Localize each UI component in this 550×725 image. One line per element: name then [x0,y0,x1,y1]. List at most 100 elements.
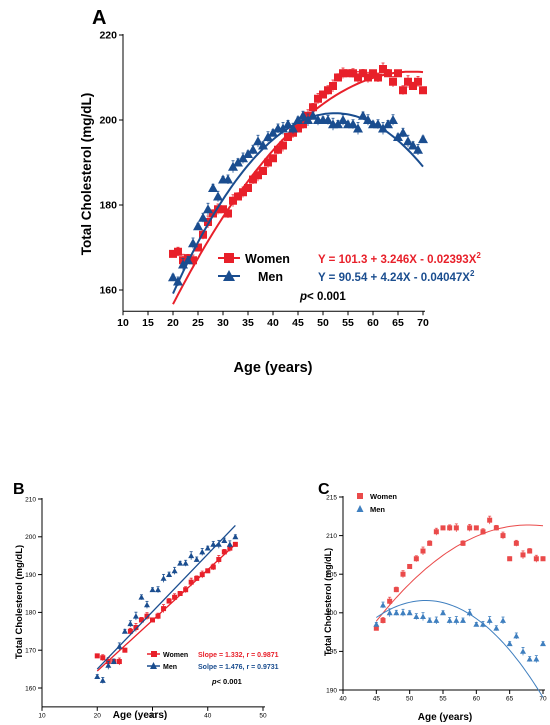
data-point-women [344,69,352,78]
data-point-women [399,86,407,95]
data-point-women [527,548,533,554]
data-point-men [446,617,453,623]
data-point-women [214,205,222,214]
data-point-men [400,609,406,616]
y-tick-label: 210 [326,533,337,540]
legend-marker-women-c [357,493,363,499]
y-tick-label: 170 [25,647,36,654]
data-point-men [278,123,288,133]
data-point-women [299,120,307,129]
data-point-women [324,86,332,95]
data-point-women [473,525,479,531]
data-point-men [426,617,433,623]
y-tick-label: 160 [99,285,117,297]
x-tick-label: 60 [473,696,481,703]
legend-label-women-c: Women [370,492,397,501]
y-tick-label: 200 [326,610,337,617]
data-point-women [94,653,100,659]
y-tick-label: 200 [99,115,117,127]
equation-men: Y = 90.54 + 4.24X - 0.04047X2 [318,269,475,284]
data-point-women [116,659,122,665]
x-tick-label: 70 [417,317,429,329]
data-point-women [144,613,150,619]
data-point-men [105,662,112,668]
x-tick-label: 40 [339,696,347,703]
data-point-men [406,609,413,616]
data-point-women [232,541,238,547]
data-point-men [138,594,145,600]
data-point-women [373,625,379,631]
y-axis-title-c: Total Cholesterol (mg/dL) [323,548,333,656]
data-point-men [166,571,173,577]
data-point-women [309,103,317,112]
data-point-men [373,119,383,129]
data-point-women [177,591,183,596]
data-point-women [234,192,242,201]
data-point-men [283,119,293,129]
y-tick-label: 190 [25,572,36,579]
data-point-men [293,115,303,124]
data-point-men [233,157,243,167]
y-tick-label: 220 [99,30,117,42]
data-point-women [227,545,233,551]
legend-marker-women-a [224,253,234,263]
data-point-women [364,73,372,82]
data-point-women [127,628,133,634]
data-point-men [418,134,428,144]
legend-a: Women Y = 101.3 + 3.246X - 0.02393X2 Men… [218,251,481,303]
data-point-men [453,617,460,623]
data-point-men [540,640,546,647]
data-point-women [155,613,161,619]
data-point-women [520,552,526,558]
legend-marker-men-a [223,270,235,281]
x-tick-label: 65 [506,696,514,703]
data-point-women [205,568,211,574]
data-point-men [466,609,473,616]
panel-letter-b: B [13,481,25,498]
data-point-women [150,617,155,623]
data-point-women [264,158,272,167]
x-tick-label: 45 [292,317,304,329]
x-tick-label: 45 [373,696,381,703]
stat-men-b: Solpe = 1.476, r = 0.9731 [198,664,279,671]
data-point-men [520,648,526,654]
legend-label-men-b: Men [163,664,177,671]
data-point-women [354,73,362,82]
data-point-men [193,221,203,231]
p-value-b: p< 0.001 [211,677,242,686]
data-point-women [224,209,232,218]
data-point-men [121,628,128,634]
legend-marker-women-b [151,651,157,657]
data-point-men [243,149,253,158]
data-point-women [319,90,327,99]
data-point-men [228,161,238,171]
data-point-men [168,272,178,282]
y-tick-label: 160 [25,685,36,692]
data-point-women [487,517,493,523]
data-point-women [279,141,287,150]
data-point-women [453,525,459,531]
data-point-women [380,618,386,624]
panel-c: C 40 45 50 55 60 65 70 190 195 200 205 210 215 Age (… [318,481,547,723]
data-point-women [269,154,277,163]
data-point-men [204,545,211,551]
y-tick-label: 205 [326,571,337,578]
data-point-men [208,183,218,192]
data-point-men [413,144,423,154]
data-point-women [480,529,486,535]
data-point-men [493,625,500,631]
data-point-women [433,529,439,535]
data-point-women [414,77,422,86]
data-point-men [94,673,101,680]
data-point-men [213,191,223,201]
equation-women: Y = 101.3 + 3.246X - 0.02393X2 [318,251,481,266]
data-point-men [398,127,408,137]
data-point-women [334,73,342,82]
data-point-men [348,119,358,129]
legend-c: Women Men [356,492,397,514]
data-point-men [526,656,533,662]
x-tick-label: 30 [217,317,229,329]
data-point-men [373,621,380,627]
x-tick-label: 50 [317,317,329,329]
data-point-women [427,540,433,546]
